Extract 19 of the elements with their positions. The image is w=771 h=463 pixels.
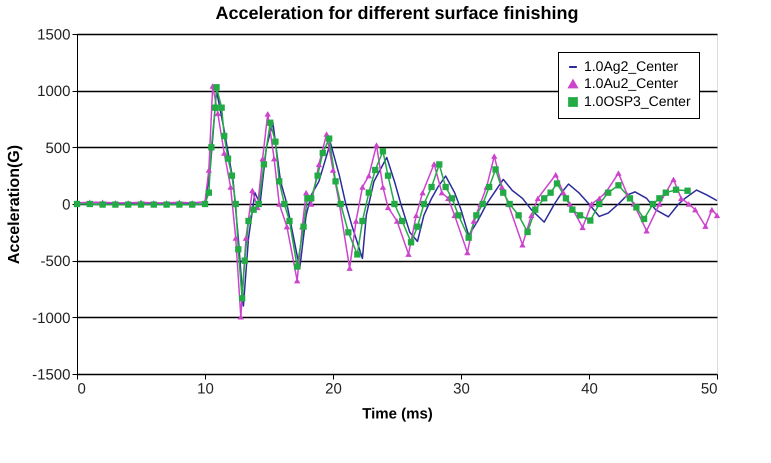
y-tick-label: 0 [62,196,70,214]
chart-title: Acceleration for different surface finishing [215,3,579,23]
legend-label: 1.0Au2_Center [584,75,679,91]
x-tick-label: 0 [78,380,86,398]
y-tick-label: -500 [40,253,70,270]
x-tick-label: 50 [700,380,718,398]
x-tick-label: 30 [453,380,470,398]
x-tick-label: 10 [197,380,214,398]
y-axis-title: Acceleration(G) [6,144,24,264]
legend-label: 1.0Ag2_Center [584,58,679,74]
x-axis-title: Time (ms) [362,406,433,422]
y-tick-label: 500 [45,140,70,157]
y-tick-label: -1000 [32,310,70,327]
x-tick-label: 40 [581,380,598,398]
legend-label: 1.0OSP3_Center [584,93,691,109]
y-tick-label: 1000 [37,83,70,100]
y-tick-label: -1500 [32,366,70,384]
x-tick-label: 20 [325,380,342,398]
y-tick-label: 1500 [37,26,70,44]
